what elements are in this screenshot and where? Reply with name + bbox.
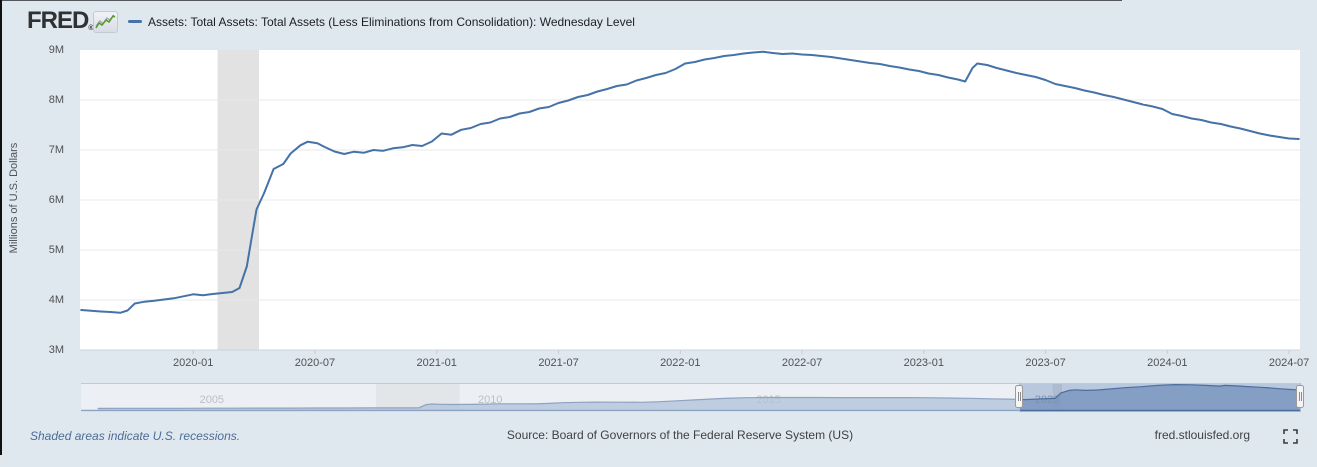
y-axis-tick-label: 9M — [48, 44, 64, 56]
main-chart-plot-area[interactable] — [80, 50, 1300, 360]
navigator-range-area[interactable] — [81, 383, 1300, 412]
y-axis-tick-label: 4M — [48, 294, 64, 306]
x-axis-tick-label: 2021-07 — [538, 357, 579, 369]
sparkline-icon — [93, 11, 118, 33]
y-axis-tick-label: 8M — [48, 94, 64, 106]
fred-site-link[interactable]: fred.stlouisfed.org — [1154, 428, 1250, 442]
registered-mark: ® — [88, 25, 94, 32]
fullscreen-icon[interactable] — [1283, 429, 1299, 445]
source-attribution: Source: Board of Governors of the Federa… — [506, 428, 854, 442]
series-legend-label: Assets: Total Assets: Total Assets (Less… — [148, 15, 635, 29]
navigator-left-handle[interactable] — [1015, 385, 1024, 408]
y-axis-tick-label: 3M — [48, 344, 64, 356]
x-axis-tick-label: 2023-07 — [1025, 357, 1066, 369]
x-axis-tick-label: 2020-01 — [173, 357, 214, 369]
legend-line-marker — [128, 20, 142, 23]
x-axis-tick-label: 2023-01 — [903, 357, 944, 369]
recession-note: Shaded areas indicate U.S. recessions. — [30, 429, 241, 443]
x-axis-tick-label: 2022-07 — [781, 357, 823, 369]
y-axis-tick-label: 7M — [48, 144, 64, 156]
navigator-top-border — [81, 383, 1300, 384]
navigator-year-label: 2010 — [468, 394, 512, 406]
y-axis-tick-label: 6M — [48, 194, 64, 206]
y-axis-tick-label: 5M — [48, 244, 64, 256]
x-axis-tick-label: 2020-07 — [294, 357, 336, 369]
x-axis-tick-label: 2024-01 — [1147, 357, 1188, 369]
x-axis-tick-label: 2022-01 — [660, 357, 701, 369]
window-top-edge — [0, 0, 1122, 1]
x-axis-tick-label: 2021-01 — [416, 357, 457, 369]
window-left-edge — [0, 0, 2, 455]
fred-logo[interactable]: FRED® — [27, 7, 94, 34]
x-axis-tick-label: 2024-07 — [1268, 357, 1310, 369]
navigator-right-handle[interactable] — [1296, 385, 1304, 408]
navigator-year-label: 2005 — [190, 394, 234, 406]
